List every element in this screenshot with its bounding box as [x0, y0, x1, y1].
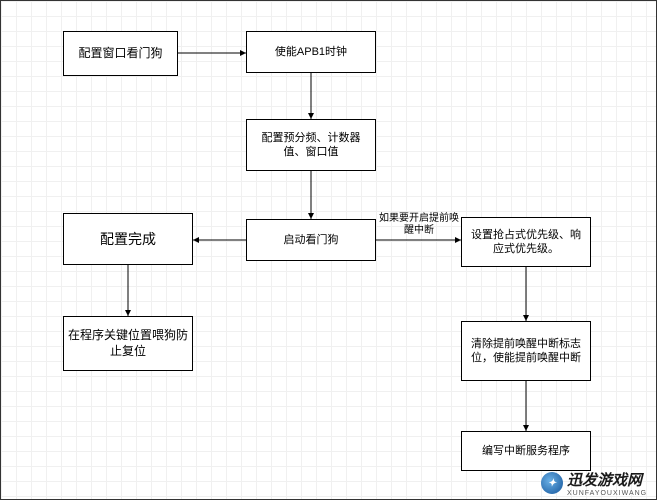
node-config-done: 配置完成	[63, 213, 193, 265]
edge-label: 如果要开启提前唤醒中断	[379, 213, 459, 237]
node-clear-flag: 清除提前唤醒中断标志位，使能提前唤醒中断	[461, 321, 591, 381]
node-feed-dog: 在程序关键位置喂狗防止复位	[63, 316, 193, 371]
node-start-wdg: 启动看门狗	[246, 219, 376, 261]
watermark: ✦ 迅发游戏网 XUNFAYOUXIWANG	[541, 469, 647, 497]
watermark-subtext: XUNFAYOUXIWANG	[567, 490, 647, 497]
watermark-logo-icon: ✦	[541, 472, 563, 494]
watermark-text: 迅发游戏网	[567, 469, 647, 490]
node-enable-apb1: 使能APB1时钟	[246, 31, 376, 73]
node-set-priority: 设置抢占式优先级、响应式优先级。	[461, 217, 591, 267]
flowchart-canvas: 配置窗口看门狗 使能APB1时钟 配置预分频、计数器值、窗口值 启动看门狗 配置…	[0, 0, 657, 500]
node-config-values: 配置预分频、计数器值、窗口值	[246, 119, 376, 171]
node-write-isr: 编写中断服务程序	[461, 431, 591, 471]
node-config-wwdg: 配置窗口看门狗	[63, 31, 178, 76]
